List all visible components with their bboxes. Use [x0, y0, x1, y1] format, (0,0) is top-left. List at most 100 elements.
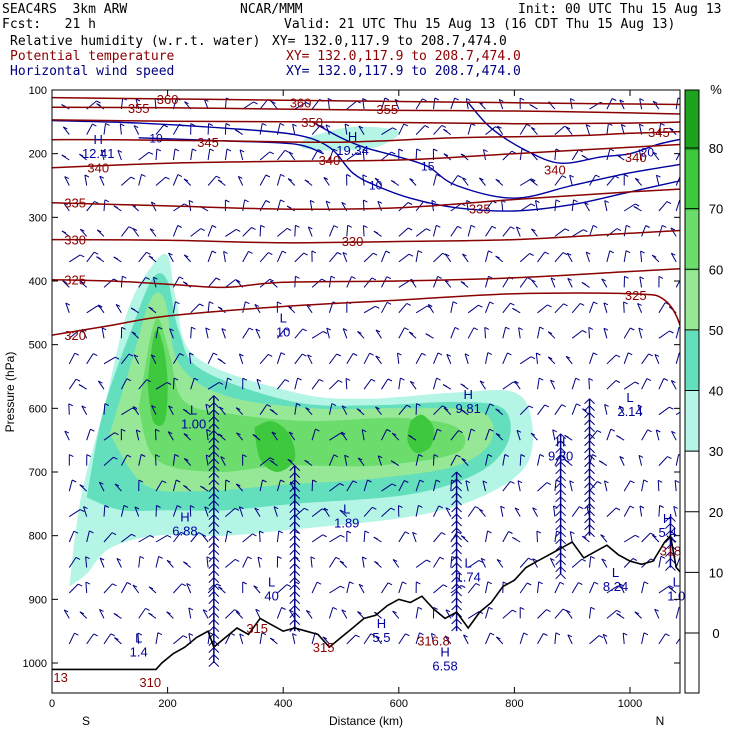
- wind-barb-flag: [304, 507, 309, 511]
- wind-barb: [68, 479, 73, 492]
- wind-barb: [433, 252, 443, 263]
- wind-barb-flag: [404, 327, 409, 331]
- wind-barb-flag: [155, 454, 160, 458]
- wind-barb-flag: [530, 203, 536, 207]
- wind-barb-flag: [286, 584, 292, 588]
- wind-barb-flag: [202, 609, 208, 613]
- wind-barb-flag: [251, 227, 256, 230]
- wind-barb-flag: [183, 203, 189, 207]
- wind-barb-flag: [128, 353, 134, 357]
- wind-barb-flag: [615, 380, 621, 383]
- wind-barb: [639, 276, 643, 288]
- wind-barb-flag: [120, 123, 125, 127]
- wind-barb-flag: [292, 123, 297, 127]
- wind-barb: [172, 378, 175, 390]
- wind-barb-flag: [671, 380, 676, 383]
- wind-barb-flag: [543, 633, 548, 636]
- tall-wind-barb-feather: [213, 640, 220, 646]
- wind-barb: [138, 251, 147, 263]
- wind-barb-flag: [121, 326, 126, 330]
- wind-barb: [375, 355, 382, 365]
- theta-contour-label: 325: [625, 288, 647, 303]
- wind-barb: [565, 126, 573, 135]
- tall-wind-barb-feather: [213, 577, 220, 583]
- wind-barb-flag: [186, 583, 191, 587]
- colorbar-tick-label: 30: [709, 444, 723, 459]
- wind-barb-flag: [344, 454, 349, 458]
- wind-barb: [236, 432, 244, 441]
- tall-wind-barb-feather: [208, 395, 215, 401]
- wind-barb-flag: [565, 126, 571, 130]
- tall-wind-barb-feather: [213, 605, 220, 611]
- wind-barb: [502, 302, 511, 314]
- tall-wind-barb-feather: [560, 468, 566, 475]
- extremum-marker: L: [673, 575, 680, 590]
- wind-barb-flag: [370, 378, 376, 382]
- wind-barb: [363, 506, 373, 517]
- wind-barb: [537, 404, 546, 415]
- wind-barb-flag: [443, 128, 448, 132]
- wind-barb-flag: [484, 326, 490, 330]
- wind-barb-flag: [489, 428, 494, 432]
- wind-barb: [502, 609, 513, 619]
- wind-barb-flag: [392, 127, 397, 131]
- wind-barb-flag: [236, 279, 241, 283]
- wind-barb: [346, 225, 349, 237]
- wind-barb-flag: [211, 250, 217, 254]
- tall-wind-barb-feather: [294, 514, 301, 520]
- wind-barb-flag: [286, 205, 292, 209]
- wind-barb: [531, 228, 538, 237]
- tall-wind-barb-feather: [213, 598, 220, 604]
- wind-barb-flag: [242, 454, 247, 458]
- tall-wind-barb-feather: [560, 524, 566, 531]
- wind-barb-flag: [535, 200, 540, 203]
- wind-barb-flag: [457, 175, 462, 178]
- wind-barb-flag: [234, 558, 240, 562]
- wind-barb-flag: [114, 356, 120, 360]
- wind-barb-flag: [183, 433, 189, 437]
- wind-barb: [585, 251, 590, 263]
- wind-barb-flag: [148, 151, 154, 155]
- wind-barb: [433, 505, 440, 517]
- wind-barb-flag: [335, 556, 341, 560]
- tall-wind-barb-feather: [289, 528, 296, 534]
- wind-barb-flag: [372, 506, 377, 510]
- wind-barb-flag: [536, 352, 541, 356]
- wind-barb: [658, 585, 670, 594]
- wind-barb-flag: [225, 199, 230, 203]
- wind-barb: [256, 379, 261, 390]
- wind-barb: [675, 97, 679, 110]
- wind-barb: [412, 532, 417, 543]
- wind-barb-flag: [179, 276, 184, 280]
- wind-barb: [172, 123, 180, 135]
- wind-barb-flag: [625, 250, 631, 254]
- wind-barb: [638, 327, 643, 339]
- wind-barb: [463, 634, 469, 645]
- tall-wind-barb-feather: [456, 583, 462, 590]
- wind-barb: [502, 150, 513, 161]
- wind-barb: [519, 277, 528, 288]
- wind-barb: [363, 352, 371, 365]
- wind-barb-flag: [660, 122, 665, 126]
- wind-barb-flag: [183, 408, 188, 412]
- wind-barb-flag: [280, 479, 285, 483]
- wind-barb-flag: [532, 558, 537, 562]
- wind-barb: [502, 327, 507, 339]
- wind-barb: [205, 455, 209, 466]
- wind-barb: [64, 430, 70, 441]
- wind-barb: [155, 176, 166, 186]
- wind-barb-flag: [80, 228, 85, 232]
- wind-barb-flag: [290, 481, 295, 485]
- wind-barb-flag: [337, 252, 342, 255]
- wind-barb: [207, 225, 213, 237]
- wind-barb: [342, 328, 348, 339]
- wind-barb: [65, 302, 70, 313]
- wind-barb-flag: [266, 404, 272, 408]
- wind-barb: [120, 582, 128, 594]
- wind-barb: [150, 354, 157, 365]
- wind-barb-flag: [555, 632, 561, 636]
- wind-barb-flag: [445, 507, 451, 511]
- wind-barb: [238, 506, 244, 517]
- wind-barb-flag: [100, 149, 106, 153]
